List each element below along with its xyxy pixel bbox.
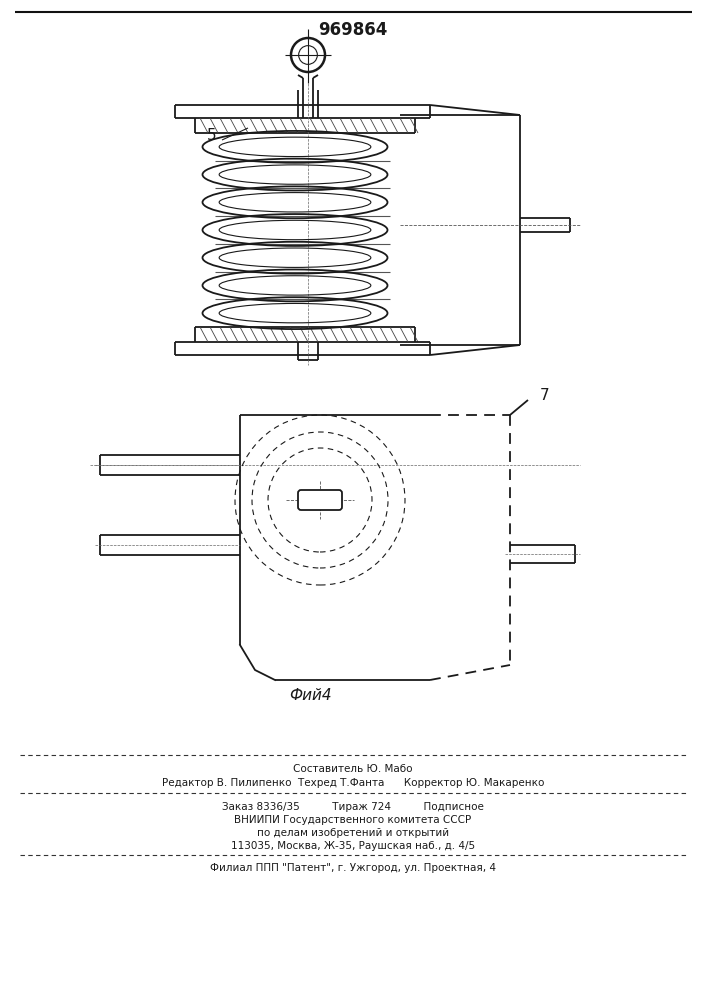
Text: 5: 5 bbox=[207, 127, 217, 142]
Text: Филиал ППП "Патент", г. Ужгород, ул. Проектная, 4: Филиал ППП "Патент", г. Ужгород, ул. Про… bbox=[210, 863, 496, 873]
Text: ВНИИПИ Государственного комитета СССР: ВНИИПИ Государственного комитета СССР bbox=[235, 815, 472, 825]
Text: Редактор В. Пилипенко  Техред Т.Фанта      Корректор Ю. Макаренко: Редактор В. Пилипенко Техред Т.Фанта Кор… bbox=[162, 778, 544, 788]
Text: Фий4: Фий4 bbox=[288, 688, 332, 702]
Text: Заказ 8336/35          Тираж 724          Подписное: Заказ 8336/35 Тираж 724 Подписное bbox=[222, 802, 484, 812]
FancyBboxPatch shape bbox=[298, 490, 342, 510]
Text: 7: 7 bbox=[540, 387, 549, 402]
Text: Составитель Ю. Мабо: Составитель Ю. Мабо bbox=[293, 764, 413, 774]
Text: 969864: 969864 bbox=[318, 21, 387, 39]
Text: по делам изобретений и открытий: по делам изобретений и открытий bbox=[257, 828, 449, 838]
Text: 113035, Москва, Ж-35, Раушская наб., д. 4/5: 113035, Москва, Ж-35, Раушская наб., д. … bbox=[231, 841, 475, 851]
